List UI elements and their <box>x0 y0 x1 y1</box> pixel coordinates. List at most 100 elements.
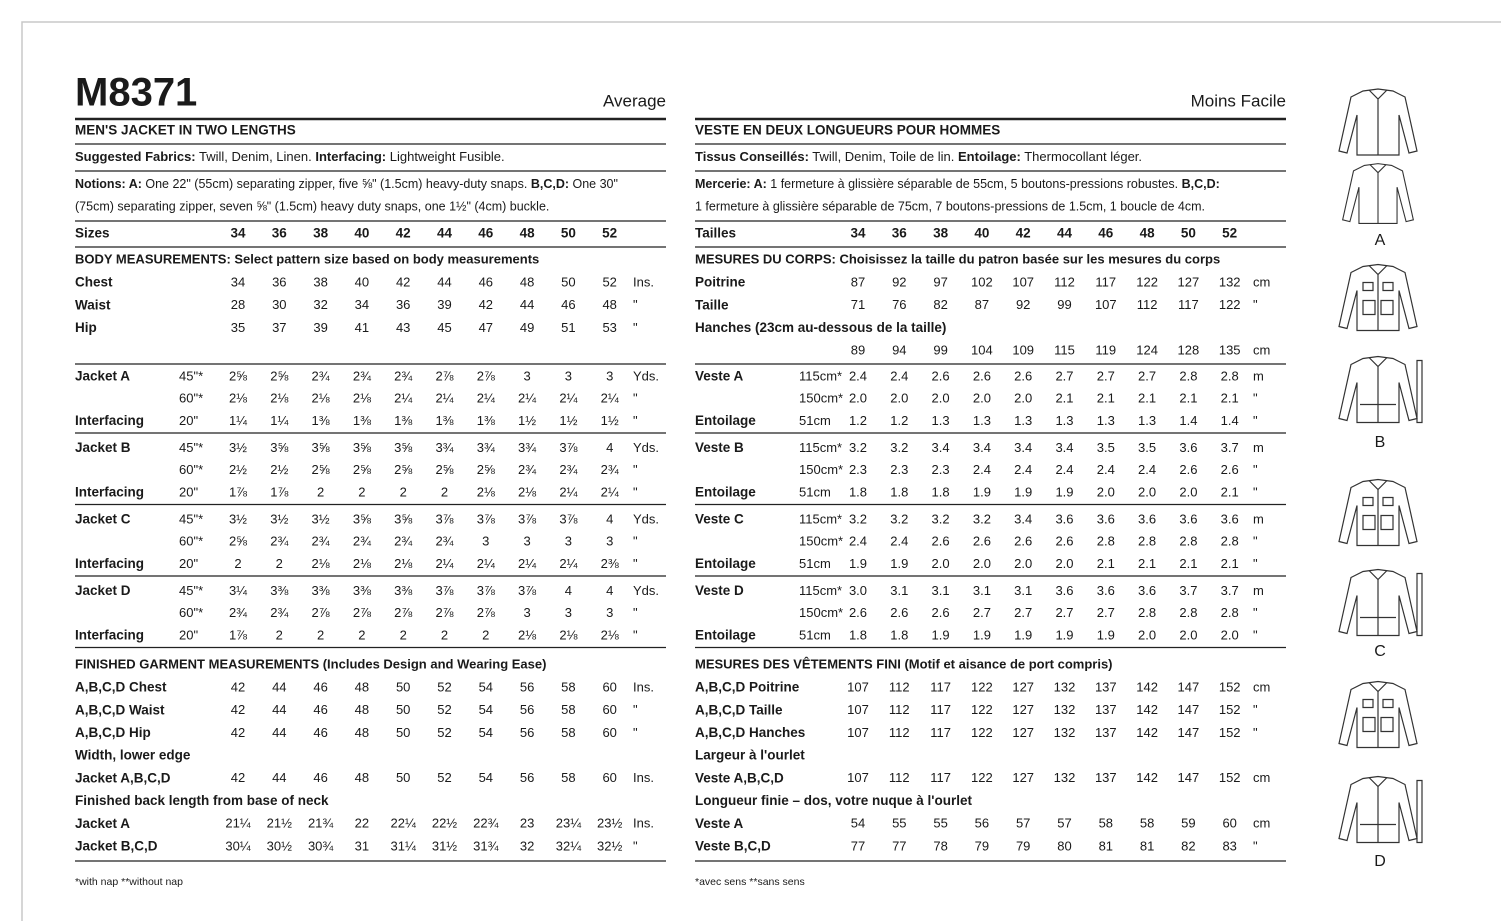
cell: 2.1 <box>1097 556 1115 571</box>
cell: 2¼ <box>559 485 577 500</box>
cell: 3⅜ <box>270 583 288 598</box>
cell: 2⅜ <box>601 556 619 571</box>
cell: 2.8 <box>1221 368 1239 383</box>
cell: 3⅝ <box>353 440 371 455</box>
size: 52 <box>602 226 617 241</box>
cell: 2 <box>317 485 324 500</box>
cell: 3.5 <box>1097 440 1115 455</box>
cell: 2 <box>234 556 241 571</box>
cell: 3.7 <box>1221 583 1239 598</box>
cell: 2⅞ <box>353 605 371 620</box>
cell: 1.9 <box>849 556 867 571</box>
cell: 2¾ <box>312 368 330 383</box>
cell: 2.1 <box>1138 391 1156 406</box>
row-label: A,B,C,D Chest <box>75 680 167 695</box>
cell: 3.6 <box>1097 511 1115 526</box>
cell: 3.1 <box>1014 583 1032 598</box>
cell: 132 <box>1054 679 1076 694</box>
rich-line: 1 fermeture à glissière séparable de 75c… <box>695 200 1205 214</box>
jacket-sketch <box>1338 568 1418 637</box>
cell: 3½ <box>229 440 247 455</box>
cell: 2¾ <box>270 534 288 549</box>
cell: 2.6 <box>849 605 867 620</box>
cell: 32 <box>520 838 534 853</box>
cell: 3.7 <box>1221 440 1239 455</box>
cell: 1.3 <box>932 413 950 428</box>
size: 48 <box>1140 226 1156 241</box>
cell: 3.7 <box>1179 583 1197 598</box>
cell: 4 <box>565 583 572 598</box>
cell: 142 <box>1136 770 1158 785</box>
cell: 2 <box>400 485 407 500</box>
cell: 3⅞ <box>518 511 536 526</box>
cell: 23 <box>520 816 534 831</box>
cell: 2.8 <box>1138 605 1156 620</box>
unit: " <box>633 605 638 620</box>
row-sublabel: 60"* <box>179 534 203 549</box>
cell: 2.6 <box>1179 462 1197 477</box>
cell: 52 <box>437 702 451 717</box>
cell: 2¼ <box>559 556 577 571</box>
cell: 2.3 <box>932 462 950 477</box>
cell: 2½ <box>229 462 247 477</box>
cell: 31¾ <box>473 838 498 853</box>
cell: 45 <box>437 320 451 335</box>
cell: 1⅜ <box>435 413 453 428</box>
cell: 79 <box>1016 838 1030 853</box>
cell: 44 <box>272 679 286 694</box>
row-label: Jacket A,B,C,D <box>75 770 171 785</box>
cell: 132 <box>1054 702 1076 717</box>
cell: 2⅝ <box>229 534 247 549</box>
cell: 3.6 <box>1055 583 1073 598</box>
cell: 3 <box>523 368 530 383</box>
cell: 1.4 <box>1179 413 1197 428</box>
cell: 1¼ <box>270 413 288 428</box>
cell: 117 <box>1095 274 1116 289</box>
cell: 1.8 <box>890 485 908 500</box>
cell: 2.4 <box>849 534 867 549</box>
cell: 3.5 <box>1138 440 1156 455</box>
cell: 1.8 <box>932 485 950 500</box>
cell: 2.1 <box>1055 391 1073 406</box>
section-heading: BODY MEASUREMENTS: Select pattern size b… <box>75 251 539 266</box>
cell: 35 <box>231 320 245 335</box>
cell: 2 <box>276 628 283 643</box>
row-sublabel: 51cm <box>799 628 831 643</box>
cell: 2¼ <box>477 556 495 571</box>
unit: " <box>1253 605 1258 620</box>
cell: 3.2 <box>849 440 867 455</box>
cell: 2.0 <box>973 556 991 571</box>
unit: cm <box>1253 816 1270 831</box>
cell: 44 <box>520 297 534 312</box>
cell: 2⅝ <box>312 462 330 477</box>
cell: 2⅞ <box>394 605 412 620</box>
cell: 127 <box>1012 702 1034 717</box>
cell: 23¼ <box>556 816 581 831</box>
cell: 2.4 <box>1138 462 1156 477</box>
cell: 147 <box>1178 725 1200 740</box>
strap-sketch <box>1359 572 1423 637</box>
cell: 31½ <box>432 838 457 853</box>
cell: 37 <box>272 320 286 335</box>
cell: 36 <box>396 297 410 312</box>
bold-text: B,C,D: <box>531 177 569 191</box>
strap-sketch <box>1359 359 1423 424</box>
unit: " <box>633 485 638 500</box>
cell: 2.7 <box>1097 368 1115 383</box>
unit: cm <box>1253 679 1270 694</box>
size: 40 <box>354 226 369 241</box>
cell: 117 <box>930 702 951 717</box>
cell: 1.3 <box>1055 413 1073 428</box>
row-label: Veste A <box>695 816 744 831</box>
cell: 1.9 <box>1014 628 1032 643</box>
unit: Ins. <box>633 679 654 694</box>
cell: 42 <box>231 770 245 785</box>
cell: 48 <box>355 702 369 717</box>
row-sublabel: 45"* <box>179 368 203 383</box>
cell: 36 <box>272 274 286 289</box>
cell: 1.8 <box>849 485 867 500</box>
cell: 2¼ <box>601 391 619 406</box>
cell: 3 <box>565 534 572 549</box>
cell: 2.6 <box>1055 534 1073 549</box>
cell: 1½ <box>559 413 577 428</box>
